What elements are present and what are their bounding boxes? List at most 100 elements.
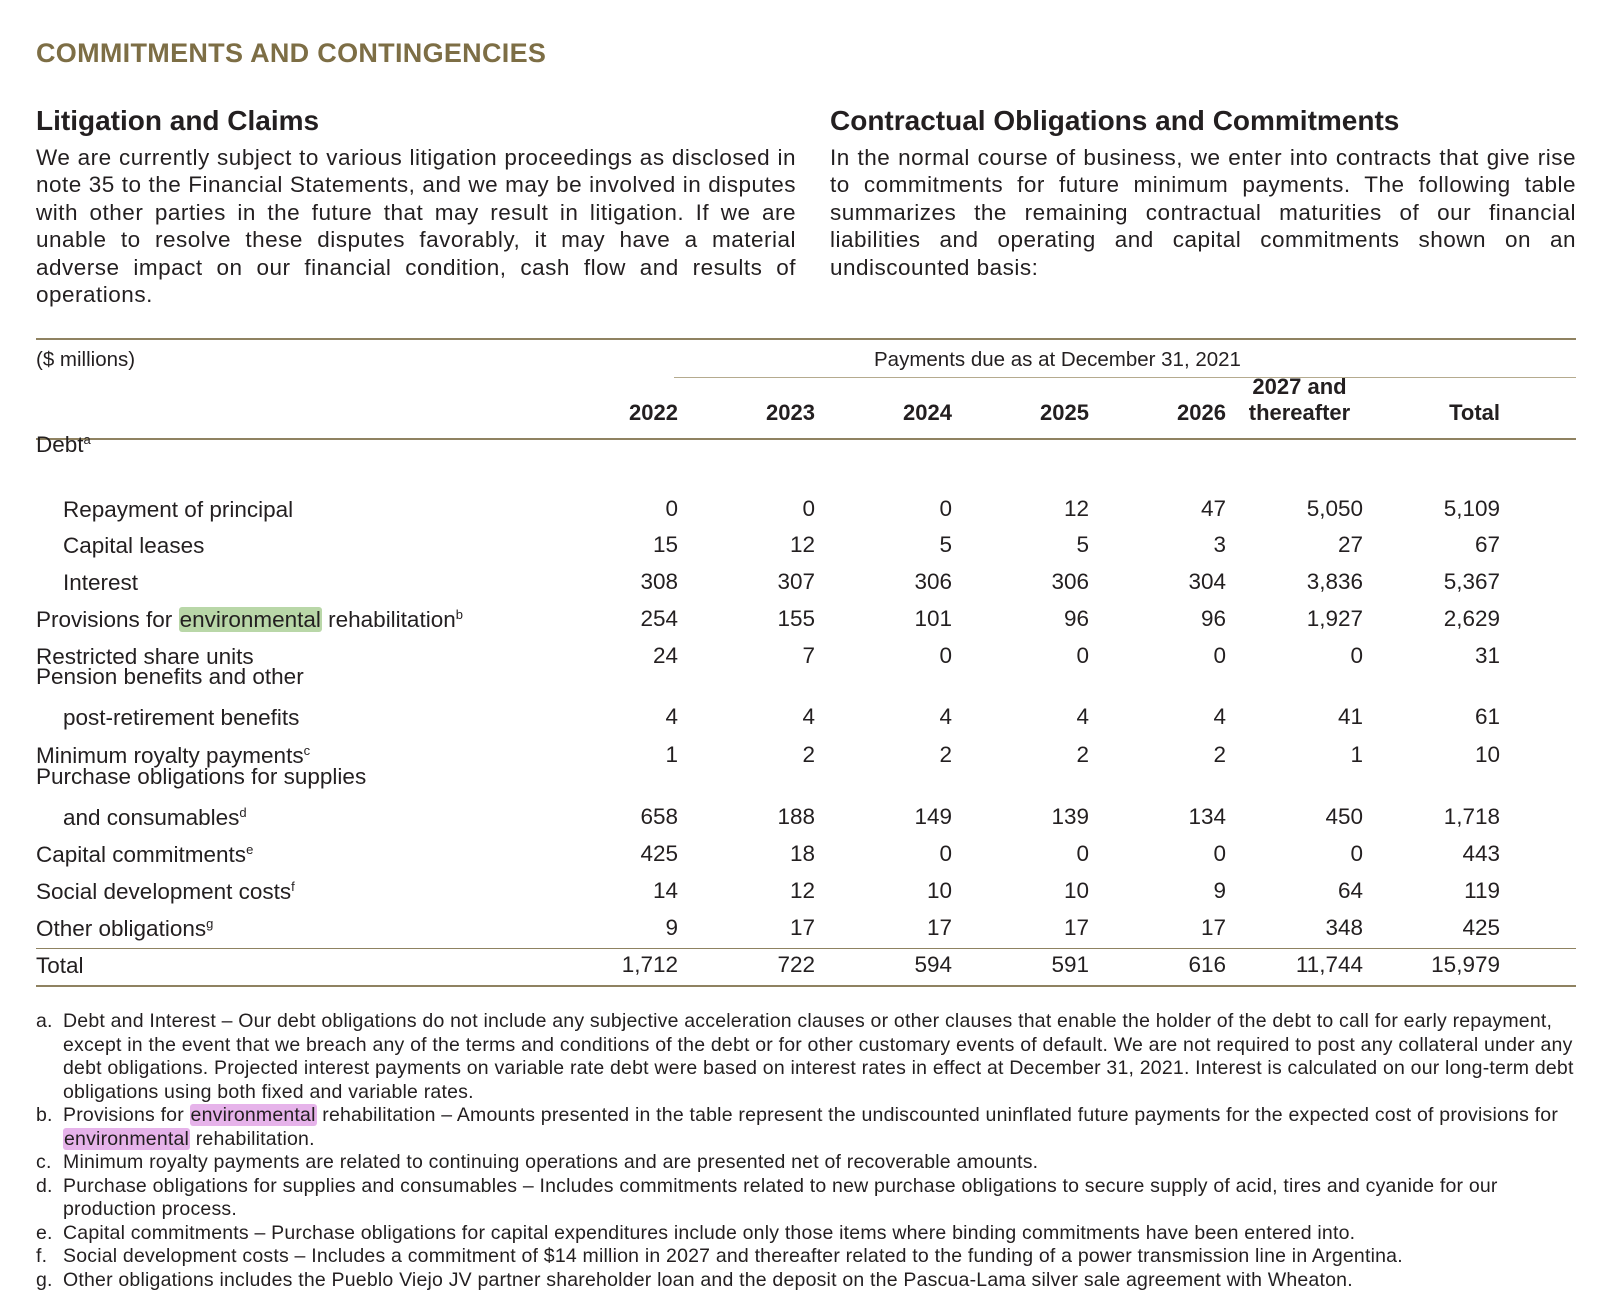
table-cell: 10 xyxy=(926,878,952,903)
table-cell: 307 xyxy=(777,569,815,594)
table-cell: 24 xyxy=(652,643,678,668)
table-cell: 0 xyxy=(1076,643,1089,668)
table-cell: 4 xyxy=(802,704,815,729)
table-cell: 134 xyxy=(1188,804,1226,829)
footnote-ref: f xyxy=(291,879,295,894)
row-label-line1: Pension benefits and other xyxy=(36,664,304,689)
footnote-f: f. Social development costs – Includes a … xyxy=(36,1245,1403,1267)
table-cell: 64 xyxy=(1337,878,1363,903)
col-header-2027-thereafter: 2027 and thereafter xyxy=(1248,374,1351,425)
table-cell: 0 xyxy=(802,496,815,521)
table-cell: 1 xyxy=(665,742,678,767)
row-label-text: Capital commitments xyxy=(36,842,247,867)
row-label: Purchase obligations for supplies xyxy=(36,763,366,790)
table-cell: 119 xyxy=(1464,878,1500,903)
table-cell: 5,109 xyxy=(1443,496,1500,521)
table-cell: 2 xyxy=(802,742,815,767)
total-cell: 591 xyxy=(1051,952,1089,977)
table-cell: 0 xyxy=(939,643,952,668)
table-bottom-rule xyxy=(36,985,1576,987)
table-cell: 2 xyxy=(1076,742,1089,767)
row-label: and consumablesd xyxy=(63,804,247,831)
table-cell: 61 xyxy=(1474,704,1500,729)
contractual-heading: Contractual Obligations and Commitments xyxy=(830,105,1400,136)
table-cell: 0 xyxy=(1213,841,1226,866)
table-cell: 254 xyxy=(640,606,678,631)
table-cell: 17 xyxy=(1200,915,1226,940)
header-sub-rule xyxy=(674,377,1576,378)
table-cell: 18 xyxy=(789,841,815,866)
table-cell: 14 xyxy=(652,878,678,903)
table-cell: 15 xyxy=(652,532,678,557)
row-label-text: Restricted share units xyxy=(36,644,254,669)
table-cell: 9 xyxy=(665,915,678,940)
table-cell: 5 xyxy=(939,532,952,557)
footnote-e: e. Capital commitments – Purchase obligat… xyxy=(36,1221,1356,1244)
table-cell: 306 xyxy=(914,569,952,594)
table-cell: 2 xyxy=(939,742,952,767)
footnote-ref: g xyxy=(206,916,214,931)
col-header-2023: 2023 xyxy=(766,400,815,425)
footnote-ref: b xyxy=(455,607,463,622)
table-cell: 5 xyxy=(1076,532,1089,557)
table-cell: 9 xyxy=(1213,878,1226,903)
row-label-debt: Debta xyxy=(36,431,91,458)
footnotes: a. Debt and Interest – Our debt obligatio… xyxy=(36,1010,1576,1292)
table-cell: 5,367 xyxy=(1443,569,1500,594)
table-cell: 12 xyxy=(789,532,815,557)
table-cell: 1 xyxy=(1350,742,1363,767)
row-label: Other obligationsg xyxy=(36,915,213,942)
table-cell: 3 xyxy=(1213,532,1226,557)
row-label-text: Capital leases xyxy=(63,533,205,558)
table-cell: 27 xyxy=(1337,532,1363,557)
table-cell: 0 xyxy=(1213,643,1226,668)
footnote-g: g. Other obligations includes the Pueblo … xyxy=(36,1268,1353,1291)
footnote-ref: e xyxy=(246,842,254,857)
highlight-environmental: environmental xyxy=(178,607,322,632)
contractual-body: In the normal course of business, we ent… xyxy=(830,145,1576,280)
table-cell: 96 xyxy=(1063,606,1089,631)
total-cell: 616 xyxy=(1188,952,1226,977)
table-cell: 304 xyxy=(1188,569,1226,594)
table-cell: 4 xyxy=(665,704,678,729)
footnote-ref: d xyxy=(239,805,247,820)
table-cell: 0 xyxy=(1350,841,1363,866)
total-cell: 15,979 xyxy=(1431,952,1500,977)
row-label-text: Minimum royalty payments xyxy=(36,743,304,768)
table-cell: 4 xyxy=(1213,704,1226,729)
total-cell: 1,712 xyxy=(621,952,678,977)
row-label-line2: post-retirement benefits xyxy=(63,705,300,730)
table-cell: 425 xyxy=(640,841,678,866)
table-cell: 101 xyxy=(914,606,952,631)
header-bottom-rule xyxy=(36,438,1576,440)
row-label: Pension benefits and other xyxy=(36,663,304,690)
table-cell: 12 xyxy=(789,878,815,903)
litigation-heading: Litigation and Claims xyxy=(36,105,320,136)
row-label: Provisions for environmental rehabilitat… xyxy=(36,606,463,633)
table-cell: 5,050 xyxy=(1306,496,1363,521)
table-cell: 425 xyxy=(1462,915,1500,940)
row-label-line2: and consumables xyxy=(63,805,240,830)
total-cell: 11,744 xyxy=(1295,952,1363,977)
col-header-total: Total xyxy=(1449,400,1500,425)
row-label: Capital commitmentse xyxy=(36,841,253,868)
table-cell: 2 xyxy=(1213,742,1226,767)
table-cell: 0 xyxy=(1350,643,1363,668)
row-label: Interest xyxy=(63,569,138,596)
row-label-text: rehabilitation xyxy=(321,607,456,632)
table-cell: 41 xyxy=(1337,704,1363,729)
table-cell: 7 xyxy=(802,643,815,668)
table-cell: 96 xyxy=(1200,606,1226,631)
row-label-total: Total xyxy=(36,953,84,978)
litigation-section: Litigation and Claims We are currently s… xyxy=(36,104,796,308)
col-header-2024: 2024 xyxy=(903,400,952,425)
row-label-text: Provisions for xyxy=(36,607,179,632)
table-cell: 155 xyxy=(777,606,815,631)
col-header-2026: 2026 xyxy=(1177,400,1226,425)
table-cell: 10 xyxy=(1474,742,1500,767)
contractual-section: Contractual Obligations and Commitments … xyxy=(830,104,1576,281)
row-label: Restricted share units xyxy=(36,643,254,670)
total-top-rule xyxy=(36,948,1576,949)
table-cell: 139 xyxy=(1051,804,1089,829)
payments-due-label: Payments due as at December 31, 2021 xyxy=(874,348,1241,371)
